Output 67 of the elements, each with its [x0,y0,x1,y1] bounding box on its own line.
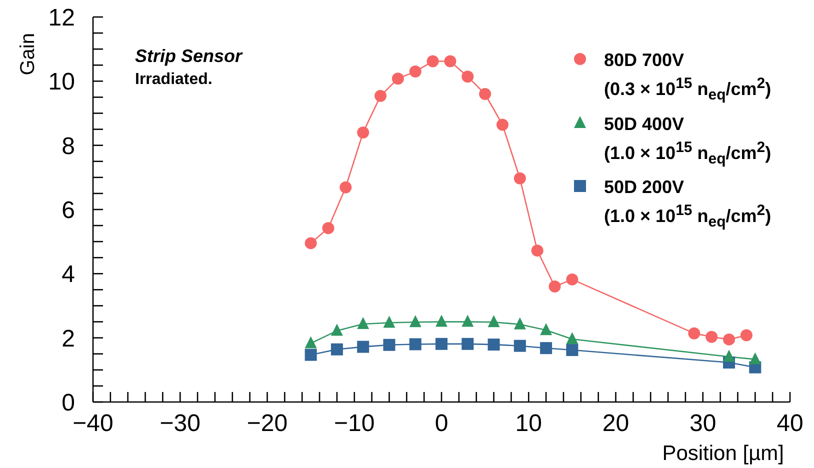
y-tick-label: 2 [62,325,75,352]
x-tick-label: −10 [334,410,375,438]
point [566,344,578,356]
point [566,332,578,344]
point [540,323,552,336]
x-tick-label: −30 [160,410,200,438]
point [496,118,508,131]
point [706,330,718,343]
y-axis-title: Gain [17,33,40,76]
legend-label: 50D 400V (1.0 × 10$^{15}$ n$_{eq}$/cm$^{2}$) [604,112,772,170]
point [330,343,343,356]
y-tick-label: 4 [62,261,75,288]
point [374,90,387,102]
point [322,222,334,234]
y-tick-label: 8 [62,132,75,160]
legend-label: 80D 700V (0.3 × 10$^{15}$ n$_{eq}$/cm$^{2}$) [604,49,772,106]
point [304,237,317,250]
x-tick-label: 0 [434,410,448,438]
point [357,340,370,353]
point [740,329,752,342]
point [409,315,422,328]
point [426,55,439,68]
x-tick-label: −40 [72,410,114,438]
legend-label: 50D 200V (1.0 × 10$^{15}$ n$_{eq}$/cm$^{2}$) [604,176,772,233]
point [514,340,526,352]
point [330,324,343,336]
point [462,338,474,350]
point [392,72,404,85]
point [514,317,526,330]
point [723,350,736,362]
point [688,327,700,340]
point [540,342,552,354]
point [383,316,396,328]
point [723,333,736,346]
annotation: Irradiated. [135,70,214,90]
x-tick-label: 20 [602,410,630,438]
point [409,338,422,350]
y-tick-label: 0 [62,390,75,417]
point [462,70,474,83]
point [749,352,762,364]
point [514,172,526,184]
annotation: Strip Sensor [135,45,242,68]
x-axis-title: Position [µm] [662,442,784,465]
point [409,66,422,78]
point [566,273,578,286]
point [383,338,396,351]
y-tick-label: 10 [48,68,75,96]
x-tick-label: −20 [246,410,288,438]
point [488,338,500,351]
y-tick-label: 6 [62,197,75,224]
point [357,126,370,138]
point [479,88,492,100]
point [304,336,317,348]
point [531,244,544,257]
point [462,314,474,327]
point [444,55,456,68]
x-tick-label: 30 [690,410,716,438]
y-tick-label: 12 [48,4,75,32]
point [436,314,448,327]
point [436,338,448,350]
x-tick-label: 10 [515,410,542,438]
point [357,317,370,330]
point [304,348,317,361]
point [548,280,561,292]
x-tick-label: 40 [776,410,804,438]
point [340,181,352,194]
point [488,315,500,328]
